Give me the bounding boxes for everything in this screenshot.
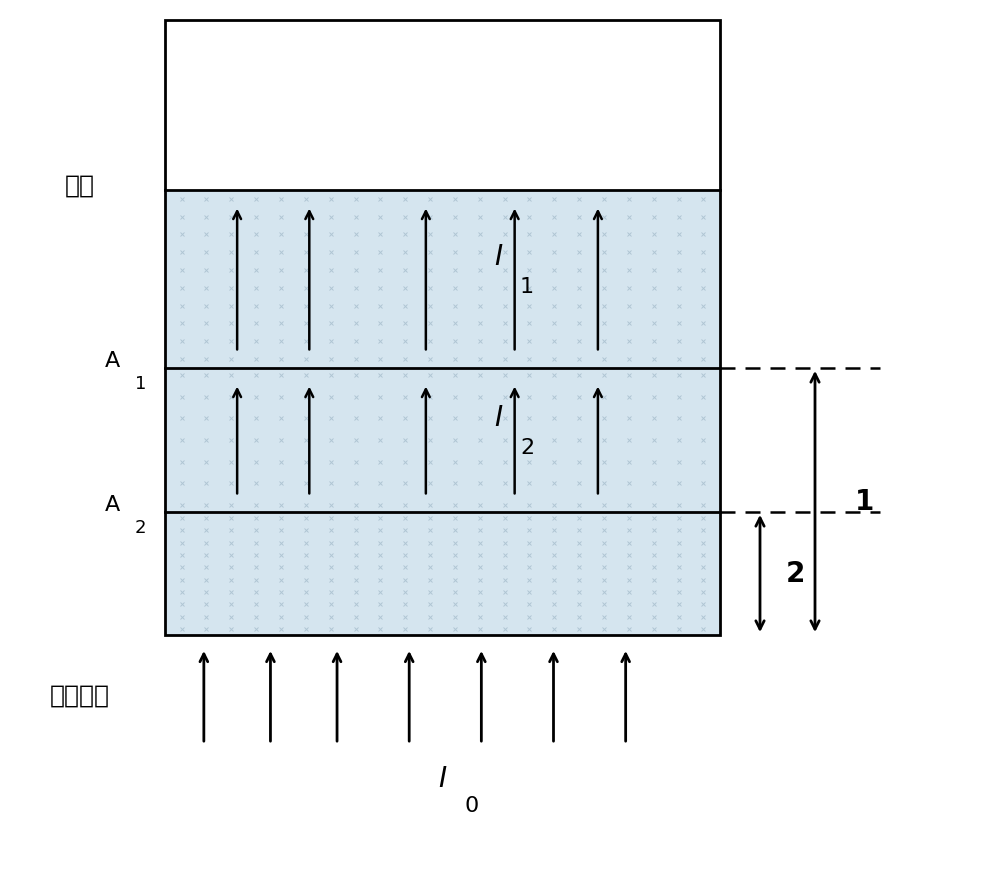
- Text: I: I: [494, 243, 502, 271]
- FancyBboxPatch shape: [165, 512, 720, 635]
- Text: I: I: [438, 765, 447, 793]
- Text: A: A: [105, 351, 120, 371]
- Text: 1: 1: [855, 487, 875, 515]
- FancyBboxPatch shape: [165, 20, 720, 190]
- Text: A: A: [105, 495, 120, 515]
- Text: 2: 2: [135, 519, 146, 537]
- Text: I: I: [494, 405, 502, 433]
- Text: 0: 0: [464, 796, 479, 816]
- Text: 2: 2: [785, 560, 805, 588]
- Text: 入射光强: 入射光强: [50, 684, 110, 708]
- Text: 2: 2: [520, 439, 534, 459]
- FancyBboxPatch shape: [165, 190, 720, 368]
- Text: 液面: 液面: [65, 174, 95, 198]
- Text: 1: 1: [135, 375, 146, 393]
- FancyBboxPatch shape: [165, 368, 720, 512]
- Text: 1: 1: [520, 277, 534, 297]
